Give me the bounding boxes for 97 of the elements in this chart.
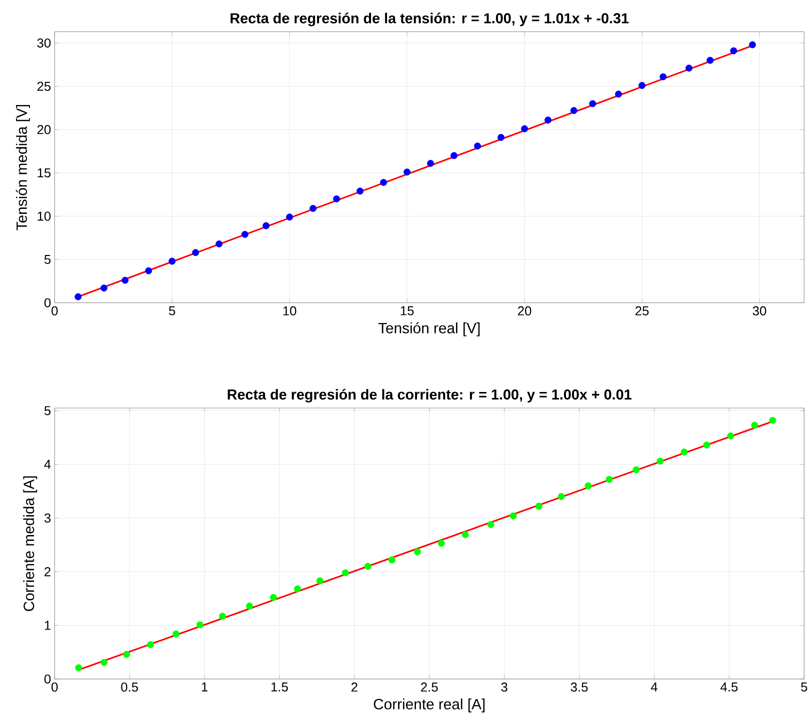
point [544,116,552,124]
point [570,107,578,114]
point [727,432,734,440]
x-tick-label: 0 [52,682,58,692]
point [638,82,646,90]
point [474,142,481,150]
chart-title: Recta de regresión de la corriente: r = 1.00, y = 1.00x + 0.01 [228,389,632,403]
point [535,502,542,510]
point [168,258,176,265]
x-axis-title: Tensión real [V] [378,322,480,336]
point [427,160,434,167]
point [660,73,667,80]
point [172,630,180,638]
point [123,651,130,658]
point [145,267,152,274]
chart-title: Recta de regresión de la tensión: r = 1.00, y = 1.01x + -0.31 [230,12,629,26]
point [656,458,664,465]
point [686,64,692,72]
point [388,556,396,564]
point [751,422,758,429]
point [310,205,317,212]
point [286,214,294,221]
point [241,231,248,238]
point [589,100,596,108]
y-tick-label: 0 [44,298,51,308]
x-tick-label: 2.5 [421,682,438,692]
x-tick-label: 10 [283,306,296,316]
point [584,482,592,490]
point [414,548,421,556]
point [219,612,226,620]
x-tick-label: 2 [351,682,358,692]
point [510,512,517,520]
point [100,284,108,292]
point [703,442,710,449]
point [769,417,776,424]
point [270,594,277,602]
point [748,41,756,48]
point [680,448,688,456]
y-tick-label: 4 [44,460,51,469]
y-tick-label: 10 [38,212,51,221]
point [246,602,253,610]
y-tick-label: 2 [44,567,50,576]
point [192,249,200,256]
point [521,125,528,132]
y-axis-title: Corriente medida [A] [23,476,38,612]
y-tick-label: 5 [44,255,51,264]
point [216,240,223,248]
point [356,188,364,195]
x-tick-label: 0 [52,306,58,316]
x-tick-label: 0.5 [121,682,138,692]
x-axis-title: Corriente real [A] [374,698,485,713]
point [74,293,82,300]
point [380,179,388,186]
point [606,476,613,484]
point [498,134,504,142]
point [730,47,738,54]
x-tick-label: 1.5 [271,682,288,692]
x-tick-label: 4 [650,682,658,692]
point [147,641,154,648]
y-tick-label: 5 [44,406,51,416]
x-tick-label: 25 [635,306,649,316]
point [487,521,494,528]
y-tick-label: 30 [37,38,51,48]
point [316,577,324,584]
point [342,569,349,576]
y-tick-label: 15 [38,168,51,178]
x-tick-label: 30 [752,306,766,316]
x-tick-label: 4.5 [720,682,738,692]
point [100,659,108,666]
x-tick-label: 1 [202,682,208,692]
point [122,276,129,284]
point [333,196,340,203]
point [706,57,714,64]
point [262,222,270,230]
point [75,664,82,672]
point [450,152,458,160]
point [632,466,640,474]
point [196,621,204,628]
y-tick-label: 1 [44,621,50,630]
y-tick-label: 0 [44,674,51,684]
point [438,540,445,547]
y-tick-label: 20 [37,125,51,134]
x-tick-label: 5 [169,306,176,316]
point [294,586,301,592]
y-tick-label: 25 [37,82,51,92]
x-tick-label: 3 [501,682,508,692]
y-tick-label: 3 [44,514,51,523]
x-tick-label: 15 [400,306,414,316]
y-axis-title: Tensión medida [V] [16,105,30,230]
x-tick-label: 5 [801,682,808,692]
point [462,531,469,538]
x-tick-label: 3.5 [570,682,588,692]
x-tick-label: 20 [518,306,532,316]
point [558,493,565,500]
point [364,562,372,570]
point [615,90,622,98]
point [404,168,411,176]
